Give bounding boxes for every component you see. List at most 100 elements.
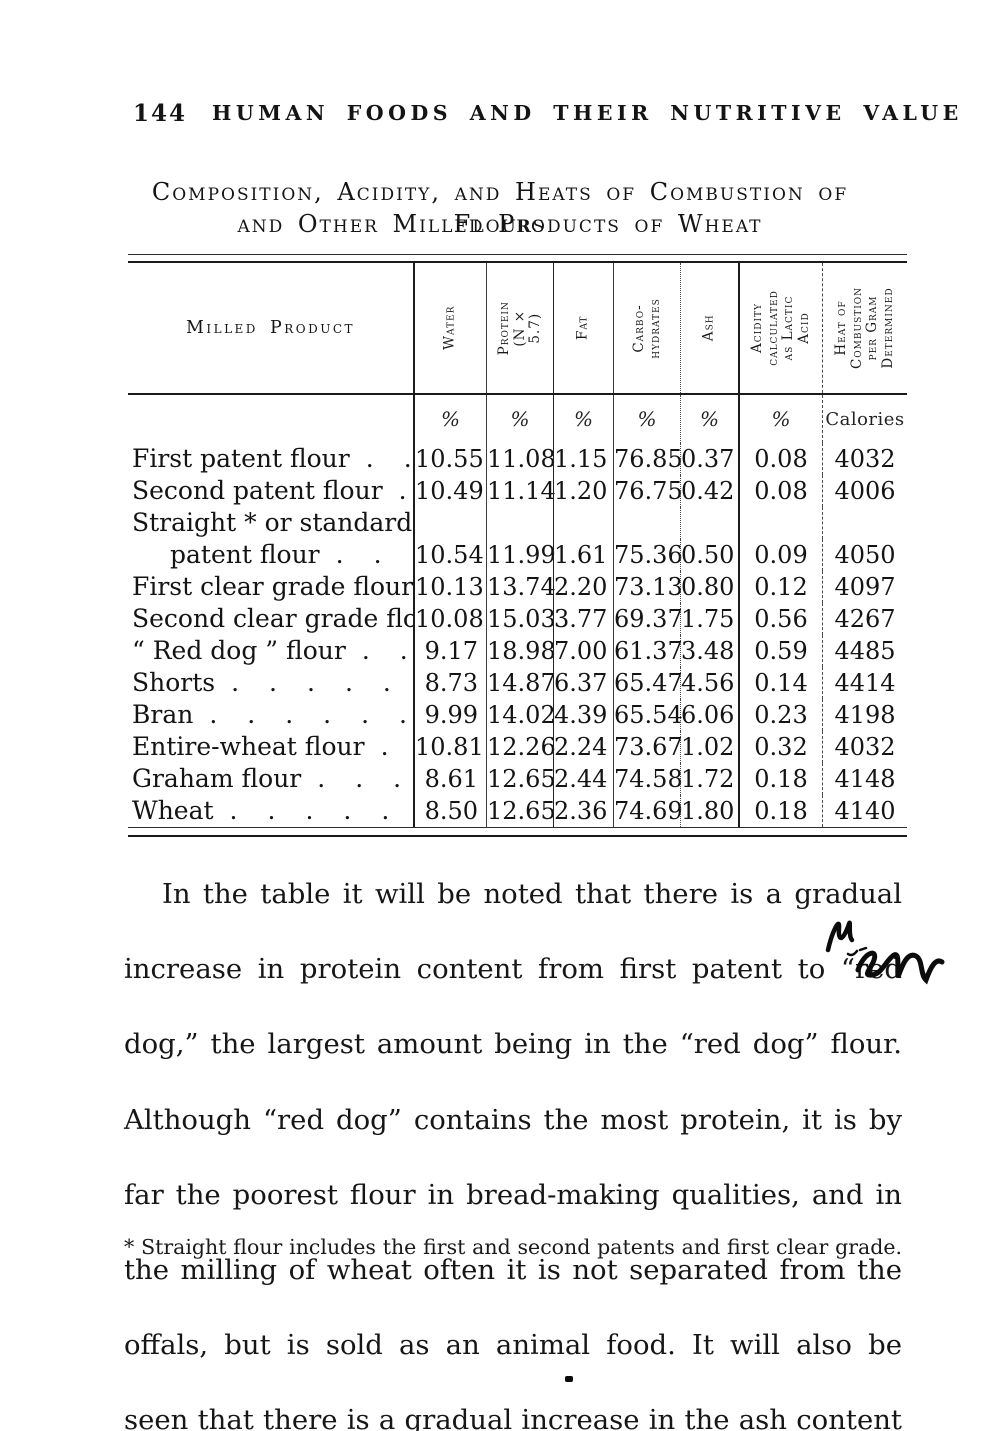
paragraph-line-5: far the poorest flour in bread-making qu…	[124, 1178, 902, 1211]
row-label: First clear grade flour.	[128, 571, 413, 603]
cell-5-1: 15.03	[486, 603, 556, 635]
cell-2-6	[822, 507, 907, 539]
column-header-text: Water	[441, 305, 458, 351]
row-label: Second patent flour.	[128, 475, 413, 507]
cell-7-5: 0.14	[738, 667, 822, 699]
cell-5-4: 1.75	[680, 603, 738, 635]
cell-0-5: 0.08	[738, 443, 822, 475]
table-bottom-rule-outer	[128, 835, 907, 837]
column-header-0: Water	[413, 263, 486, 393]
column-header-text: Carbo- hydrates	[630, 297, 663, 359]
cell-6-0: 9.17	[413, 635, 486, 667]
row-label-text: First clear grade flour	[132, 572, 413, 601]
row-label-text: “ Red dog ” flour	[132, 636, 346, 665]
cell-8-0: 9.99	[413, 699, 486, 731]
cell-8-1: 14.02	[486, 699, 556, 731]
cell-4-6: 4097	[822, 571, 907, 603]
cell-1-3: 76.75	[613, 475, 683, 507]
table-row-2: Straight * or standard	[128, 507, 907, 539]
page-speck	[565, 1376, 573, 1382]
row-label: First patent flour..	[128, 443, 413, 475]
cell-1-4: 0.42	[680, 475, 738, 507]
row-label: Entire-wheat flour..	[128, 731, 413, 763]
column-header-3: Carbo- hydrates	[613, 263, 680, 393]
column-header-2: Fat	[553, 263, 613, 393]
column-header-text: Heat of Combustion per Gram Determined	[832, 286, 896, 370]
cell-11-3: 74.69	[613, 795, 683, 827]
cell-7-4: 4.56	[680, 667, 738, 699]
leader-dots: .	[383, 476, 413, 505]
table-row-9: Entire-wheat flour..10.8112.262.2473.671…	[128, 731, 907, 763]
cell-11-6: 4140	[822, 795, 907, 827]
cell-8-4: 6.06	[680, 699, 738, 731]
cell-3-1: 11.99	[486, 539, 556, 571]
cell-6-1: 18.98	[486, 635, 556, 667]
cell-4-2: 2.20	[553, 571, 613, 603]
cell-2-0	[413, 507, 486, 539]
cell-7-0: 8.73	[413, 667, 486, 699]
table-row-6: “ Red dog ” flour..9.1718.987.0061.373.4…	[128, 635, 907, 667]
leader-dots: ......	[231, 668, 413, 697]
row-label-text: Entire-wheat flour	[132, 732, 365, 761]
row-label-text: Graham flour	[132, 764, 302, 793]
unit-label-3: %	[613, 395, 680, 443]
cell-0-1: 11.08	[486, 443, 556, 475]
cell-3-4: 0.50	[680, 539, 738, 571]
row-label-text: First patent flour	[132, 444, 350, 473]
cell-3-3: 75.36	[613, 539, 683, 571]
cell-4-3: 73.13	[613, 571, 683, 603]
cell-11-1: 12.65	[486, 795, 556, 827]
composition-table: Milled Product Water Protein (N × 5.7) Fat…	[128, 254, 907, 837]
cell-10-5: 0.18	[738, 763, 822, 795]
cell-10-3: 74.58	[613, 763, 683, 795]
cell-0-6: 4032	[822, 443, 907, 475]
table-row-4: First clear grade flour.10.1313.742.2073…	[128, 571, 907, 603]
cell-0-4: 0.37	[680, 443, 738, 475]
cell-8-3: 65.54	[613, 699, 683, 731]
cell-2-1	[486, 507, 553, 539]
running-header: 144 HUMAN FOODS AND THEIR NUTRITIVE VALU…	[0, 100, 1000, 130]
units-spacer	[128, 395, 413, 443]
cell-9-3: 73.67	[613, 731, 683, 763]
cell-10-0: 8.61	[413, 763, 486, 795]
column-header-5: Acidity calculated as Lactic Acid	[738, 263, 822, 393]
cell-10-6: 4148	[822, 763, 907, 795]
cell-7-2: 6.37	[553, 667, 613, 699]
cell-4-1: 13.74	[486, 571, 556, 603]
column-header-text: Fat	[574, 315, 591, 341]
column-header-text: Acidity calculated as Lactic Acid	[748, 290, 812, 366]
row-label: patent flour...	[128, 539, 413, 571]
leader-dots: ..	[365, 732, 413, 761]
paragraph-line-2: increase in protein content from first p…	[124, 953, 902, 986]
cell-9-2: 2.24	[553, 731, 613, 763]
column-header-4: Ash	[680, 263, 738, 393]
cell-9-5: 0.32	[738, 731, 822, 763]
cell-11-0: 8.50	[413, 795, 486, 827]
column-header-6: Heat of Combustion per Gram Determined	[822, 263, 907, 393]
cell-2-2	[553, 507, 613, 539]
cell-2-5	[738, 507, 822, 539]
cell-6-4: 3.48	[680, 635, 738, 667]
cell-8-2: 4.39	[553, 699, 613, 731]
table-header-separator-rule	[128, 393, 907, 395]
cell-10-4: 1.72	[680, 763, 738, 795]
cell-2-3	[613, 507, 680, 539]
cell-5-2: 3.77	[553, 603, 613, 635]
table-caption-line-2: and Other Milled Products of Wheat	[237, 210, 763, 238]
cell-9-6: 4032	[822, 731, 907, 763]
cell-5-6: 4267	[822, 603, 907, 635]
table-units-row: %%%%%% Calories	[128, 395, 907, 443]
cell-0-0: 10.55	[413, 443, 486, 475]
cell-9-4: 1.02	[680, 731, 738, 763]
cell-3-2: 1.61	[553, 539, 613, 571]
cell-2-4	[680, 507, 738, 539]
table-row-0: First patent flour..10.5511.081.1576.850…	[128, 443, 907, 475]
cell-8-5: 0.23	[738, 699, 822, 731]
table-header-row: Milled Product Water Protein (N × 5.7) Fat…	[128, 263, 907, 393]
row-label: “ Red dog ” flour..	[128, 635, 413, 667]
cell-3-0: 10.54	[413, 539, 486, 571]
cell-9-1: 12.26	[486, 731, 556, 763]
row-label: Wheat......	[128, 795, 413, 827]
cell-5-0: 10.08	[413, 603, 486, 635]
table-row-10: Graham flour....8.6112.652.4474.581.720.…	[128, 763, 907, 795]
